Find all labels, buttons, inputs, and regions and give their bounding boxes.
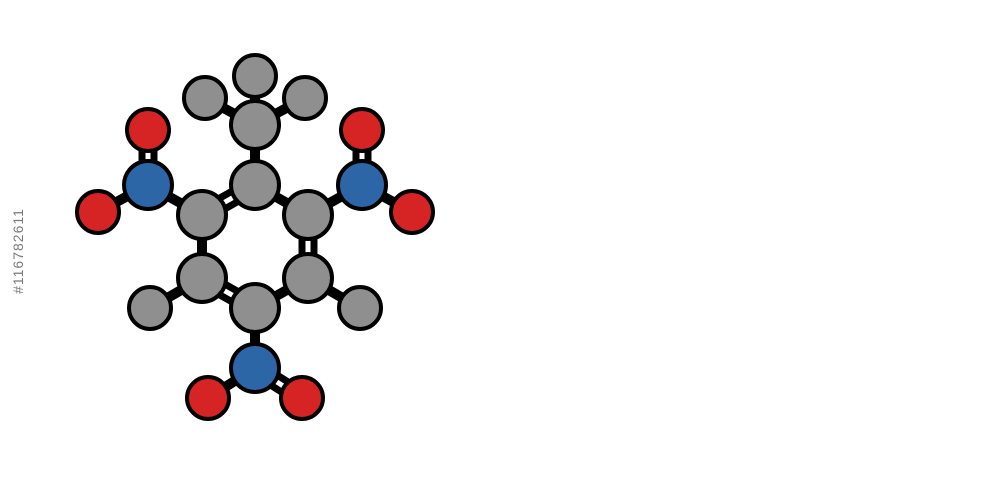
atom-o bbox=[391, 191, 433, 233]
atom-c bbox=[231, 284, 279, 332]
space-filling-structure bbox=[0, 20, 500, 501]
atom-c bbox=[184, 77, 226, 119]
atom-o bbox=[187, 377, 229, 419]
atom-n bbox=[231, 344, 279, 392]
atom-n bbox=[124, 161, 172, 209]
atom-c bbox=[178, 254, 226, 302]
atom-o bbox=[77, 191, 119, 233]
atom-o bbox=[127, 109, 169, 151]
figure-canvas: #116782611 O2NNO2NO2 bbox=[0, 0, 1000, 501]
atom-c bbox=[284, 254, 332, 302]
atom-layer bbox=[77, 55, 433, 419]
atom-n bbox=[338, 161, 386, 209]
atom-c bbox=[284, 191, 332, 239]
skeletal-structure: O2NNO2NO2 bbox=[500, 20, 1000, 501]
atom-c bbox=[339, 287, 381, 329]
atom-c bbox=[231, 101, 279, 149]
atom-c bbox=[284, 77, 326, 119]
atom-c bbox=[231, 161, 279, 209]
atom-o bbox=[281, 377, 323, 419]
atom-c bbox=[234, 55, 276, 97]
atom-o bbox=[341, 109, 383, 151]
atom-c bbox=[129, 287, 171, 329]
atom-c bbox=[178, 191, 226, 239]
